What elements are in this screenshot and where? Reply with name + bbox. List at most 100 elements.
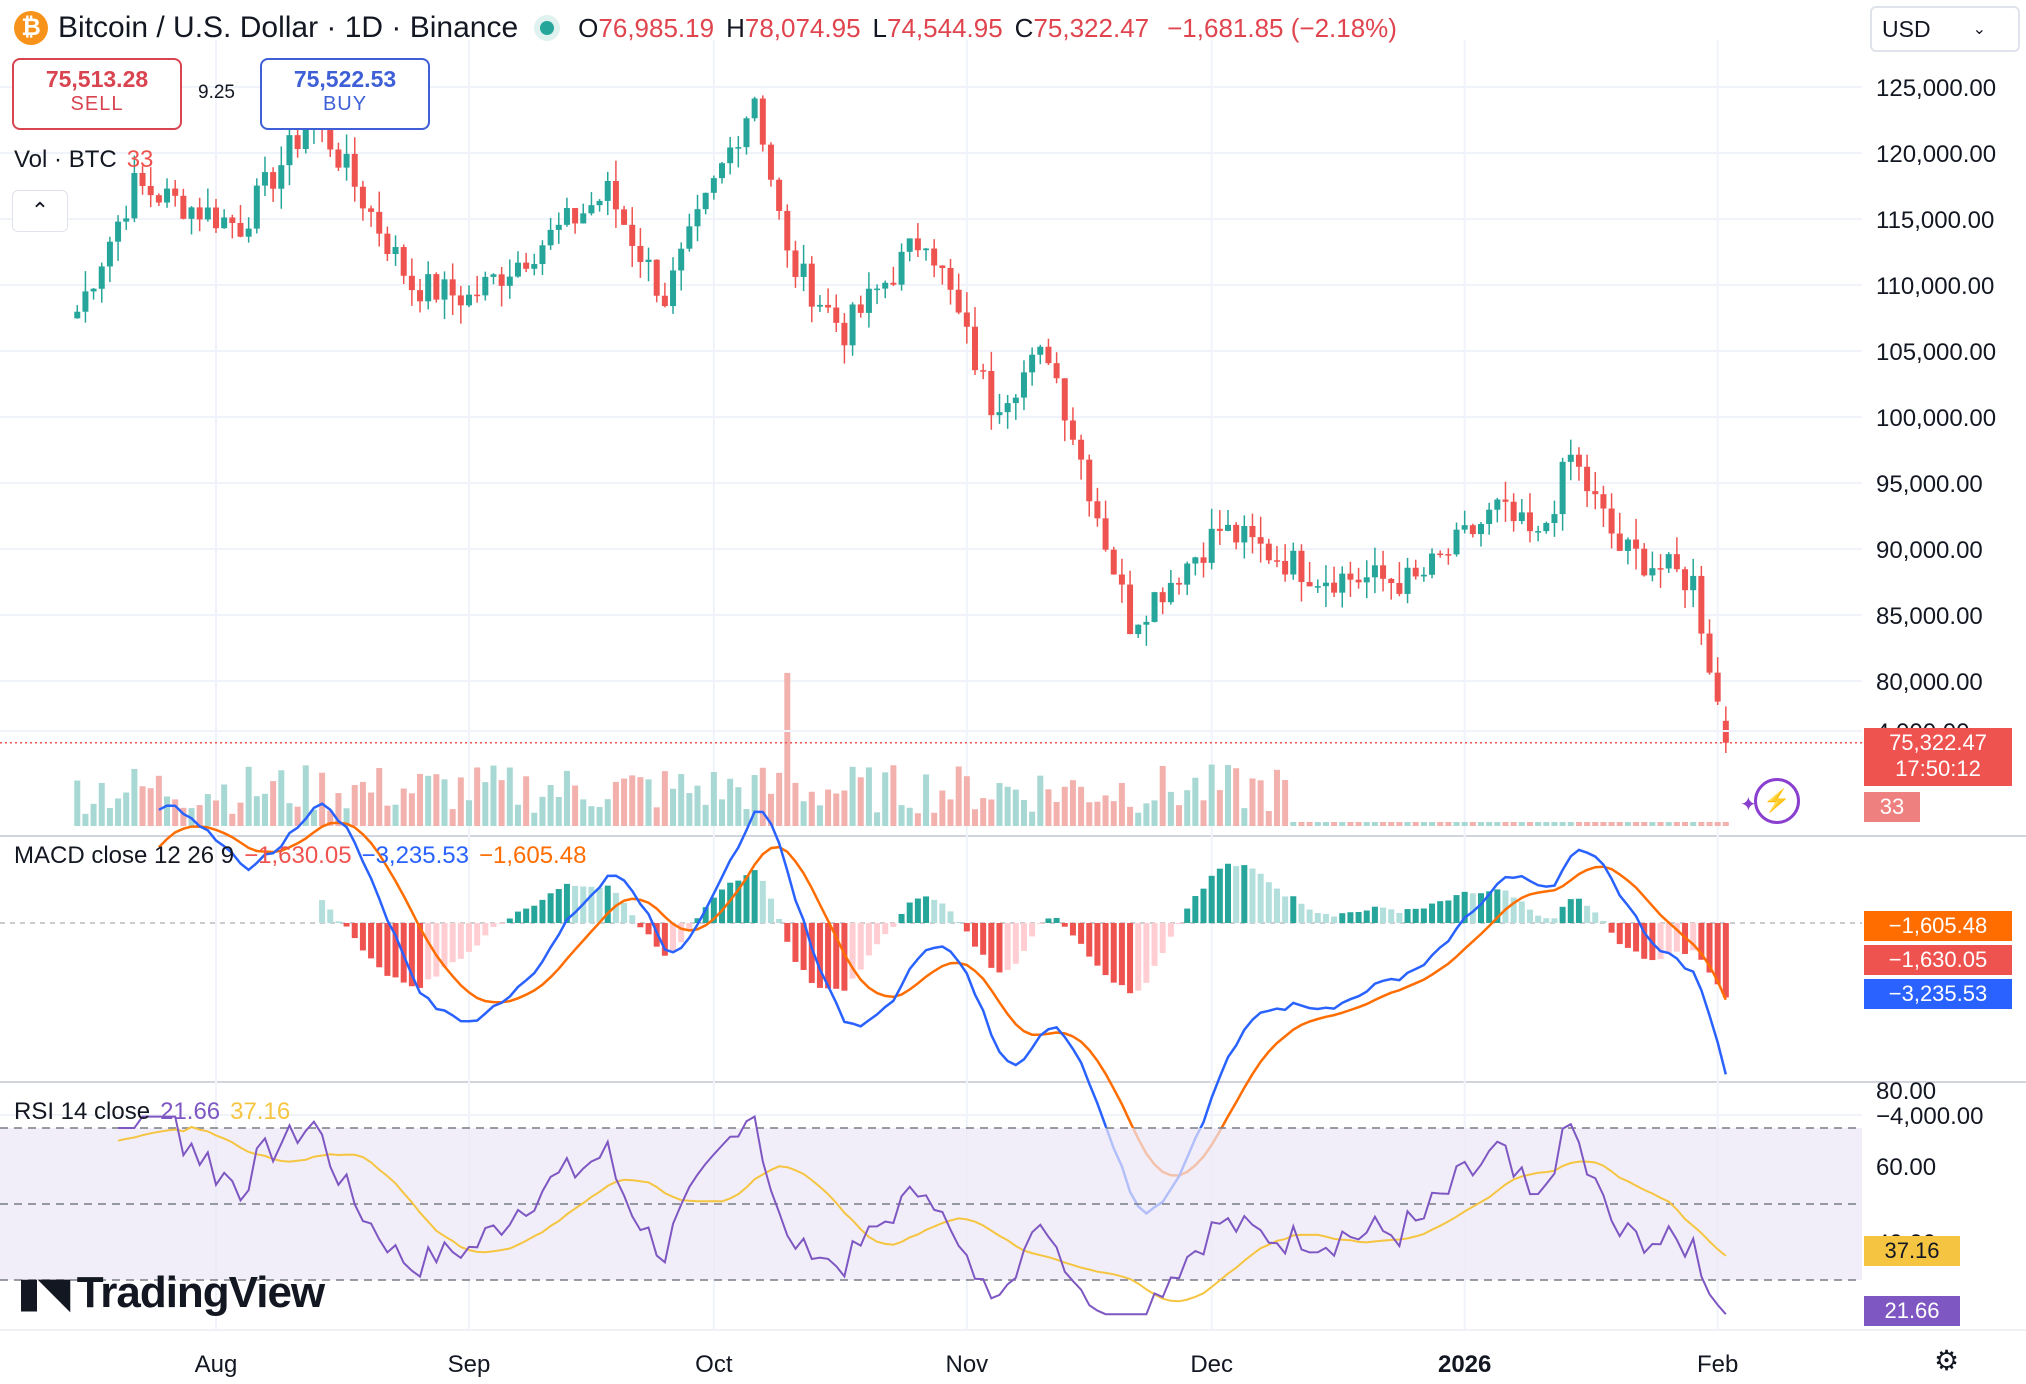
buy-button[interactable]: 75,522.53 BUY [260, 58, 430, 130]
macd-histogram-bar [1053, 917, 1060, 923]
macd-histogram-bar [547, 893, 554, 923]
candle-body [539, 245, 546, 265]
ohlc-high: H78,074.95 [726, 12, 861, 43]
macd-histogram-bar [343, 923, 350, 927]
symbol-title[interactable]: Bitcoin / U.S. Dollar · 1D · Binance [58, 11, 519, 44]
gear-icon[interactable]: ⚙ [1934, 1345, 1960, 1376]
candle-body [400, 247, 407, 276]
volume-bar [417, 773, 424, 826]
candle-body [988, 371, 995, 416]
candle-body [947, 267, 954, 290]
macd-histogram-bar [1184, 908, 1191, 923]
candle-body [433, 274, 440, 300]
volume-bar [816, 805, 823, 826]
macd-histogram-bar [555, 889, 562, 923]
volume-bar [825, 789, 832, 826]
candle-body [1135, 624, 1142, 635]
volume-bar [1567, 822, 1574, 826]
volume-bar [1371, 822, 1378, 826]
currency-select[interactable]: USD ⌄ [1870, 6, 2020, 52]
macd-legend[interactable]: MACD close 12 26 9 −1,630.05 −3,235.53 −1,6… [14, 842, 586, 870]
macd-histogram-bar [767, 898, 774, 923]
volume-bar [539, 796, 546, 826]
candle-body [1469, 525, 1476, 535]
sell-button[interactable]: 75,513.28 SELL [12, 58, 182, 130]
candle-body [914, 238, 921, 251]
volume-bar [1388, 822, 1395, 826]
volume-bar [1200, 800, 1207, 826]
macd-histogram-bar [1665, 923, 1672, 954]
macd-histogram-bar [1347, 912, 1354, 923]
macd-histogram-bar [833, 923, 840, 989]
macd-histogram-bar [612, 892, 619, 923]
macd-histogram-bar [931, 899, 938, 923]
macd-histogram-bar [816, 923, 823, 988]
macd-histogram-bar [1657, 923, 1664, 960]
candle-body [1404, 567, 1411, 594]
candle-body [735, 147, 742, 149]
macd-histogram-bar [1290, 896, 1297, 923]
macd-histogram-bar [1714, 923, 1721, 985]
macd-histogram-bar [727, 882, 734, 923]
candle-body [523, 262, 530, 269]
macd-histogram-bar [1094, 923, 1101, 966]
macd-histogram-bar [1159, 923, 1166, 954]
macd-histogram-bar [1396, 912, 1403, 923]
macd-histogram-bar [514, 911, 521, 923]
volume-bar [1682, 822, 1689, 826]
macd-histogram-bar [906, 902, 913, 923]
candle-body [923, 248, 930, 251]
volume-bar [890, 765, 897, 826]
price-axis-label: 85,000.00 [1876, 603, 1983, 630]
macd-histogram-bar [963, 923, 970, 932]
lightning-icon[interactable]: ⚡ [1754, 778, 1800, 824]
candle-body [1086, 459, 1093, 502]
macd-histogram-bar [1273, 888, 1280, 923]
candle-body [776, 179, 783, 211]
candle-body [1029, 354, 1036, 373]
volume-bar [849, 766, 856, 826]
volume-bar [939, 790, 946, 826]
volume-bar [319, 772, 326, 826]
volume-bar [727, 778, 734, 826]
macd-hist-value: −1,630.05 [244, 842, 352, 869]
volume-bar [1208, 764, 1215, 826]
candle-body [1551, 514, 1558, 524]
volume-bar [392, 804, 399, 826]
volume-bar [637, 777, 644, 826]
macd-histogram-bar [506, 918, 513, 923]
currency-value: USD [1882, 15, 1931, 42]
macd-histogram-bar [1478, 893, 1484, 923]
candle-body [890, 282, 897, 285]
volume-bar [1673, 822, 1680, 826]
candle-body [1592, 491, 1599, 495]
candle-body [637, 245, 644, 262]
macd-histogram-bar [1584, 905, 1591, 923]
ohlc-close: C75,322.47 [1014, 12, 1150, 43]
candle-body [408, 275, 415, 291]
macd-histogram-bar [1143, 923, 1150, 983]
candle-body [865, 288, 872, 313]
macd-histogram-bar [1461, 891, 1468, 923]
volume-bar [1012, 789, 1019, 826]
candle-body [1608, 508, 1615, 534]
candle-body [1233, 524, 1240, 543]
candle-body [1159, 592, 1166, 603]
volume-legend[interactable]: Vol · BTC 33 [14, 146, 153, 174]
time-axis-label: Feb [1697, 1351, 1738, 1378]
macd-histogram-bar [1559, 906, 1566, 923]
candle-body [1478, 524, 1484, 535]
volume-bar [221, 784, 228, 826]
volume-bar [523, 776, 530, 826]
volume-bar [1494, 822, 1501, 826]
volume-bar [1600, 822, 1607, 826]
volume-bar [1102, 795, 1109, 826]
volume-bar [1339, 822, 1346, 826]
rsi-legend[interactable]: RSI 14 close 21.66 37.16 [14, 1098, 290, 1126]
macd-histogram-bar [1486, 891, 1493, 923]
volume-bar [1420, 822, 1427, 826]
macd-histogram-bar [735, 880, 742, 923]
macd-histogram-bar [1404, 909, 1411, 923]
collapse-legend-button[interactable]: ⌃ [12, 190, 68, 232]
